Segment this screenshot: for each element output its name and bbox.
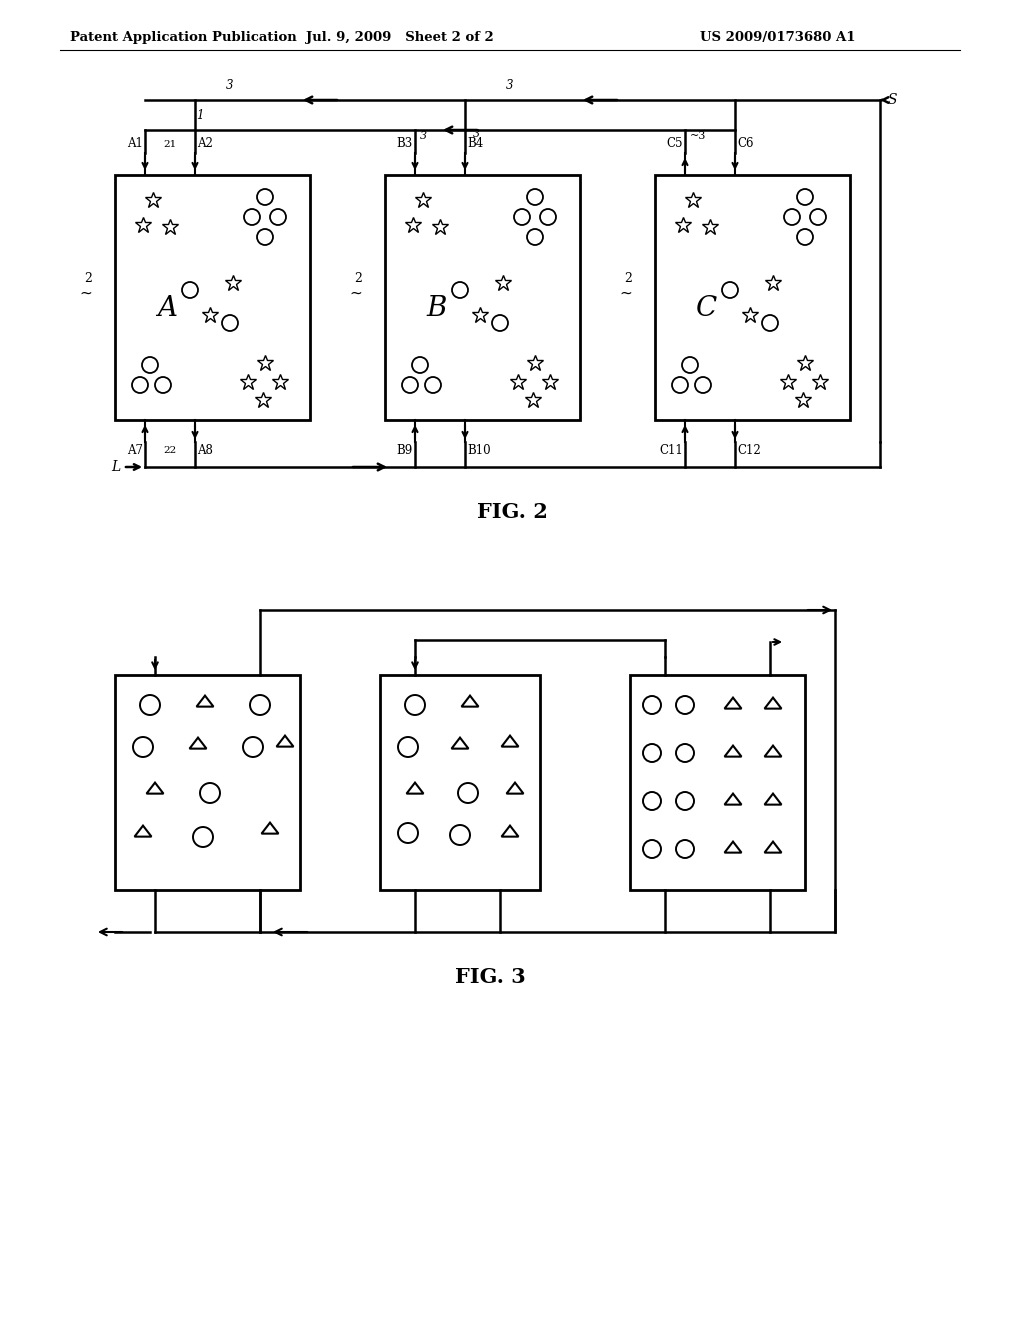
Bar [115, 176, 310, 420]
Text: ~: ~ [349, 285, 362, 301]
Bar [380, 675, 540, 890]
Text: ~: ~ [80, 285, 92, 301]
Text: C6: C6 [737, 137, 754, 150]
Text: 3: 3 [506, 79, 514, 92]
Text: 1: 1 [197, 110, 204, 121]
Text: 21: 21 [164, 140, 176, 149]
Text: ~: ~ [620, 285, 633, 301]
Text: FIG. 3: FIG. 3 [455, 968, 525, 987]
Bar [630, 675, 805, 890]
Text: Patent Application Publication: Patent Application Publication [70, 32, 297, 45]
Text: Jul. 9, 2009   Sheet 2 of 2: Jul. 9, 2009 Sheet 2 of 2 [306, 32, 494, 45]
Text: B9: B9 [396, 444, 413, 457]
Text: US 2009/0173680 A1: US 2009/0173680 A1 [700, 32, 855, 45]
Text: 3: 3 [473, 129, 480, 139]
Text: 3: 3 [226, 79, 233, 92]
Text: 3: 3 [420, 131, 427, 141]
Bar [385, 176, 580, 420]
Text: 2: 2 [84, 272, 92, 285]
Text: B4: B4 [467, 137, 483, 150]
Text: A2: A2 [197, 137, 213, 150]
Text: 2: 2 [354, 272, 361, 285]
Text: ~3: ~3 [690, 131, 707, 141]
Bar [655, 176, 850, 420]
Text: B10: B10 [467, 444, 490, 457]
Text: A: A [157, 294, 177, 322]
Text: A8: A8 [197, 444, 213, 457]
Text: C11: C11 [659, 444, 683, 457]
Text: 2: 2 [624, 272, 632, 285]
Bar [115, 675, 300, 890]
Text: C12: C12 [737, 444, 761, 457]
Text: C: C [696, 294, 718, 322]
Text: C5: C5 [667, 137, 683, 150]
Text: L: L [111, 459, 120, 474]
Text: S: S [888, 92, 897, 107]
Text: A7: A7 [127, 444, 143, 457]
Text: B3: B3 [396, 137, 413, 150]
Text: 22: 22 [164, 446, 176, 455]
Text: FIG. 2: FIG. 2 [476, 502, 548, 521]
Text: A1: A1 [127, 137, 143, 150]
Text: B: B [427, 294, 447, 322]
